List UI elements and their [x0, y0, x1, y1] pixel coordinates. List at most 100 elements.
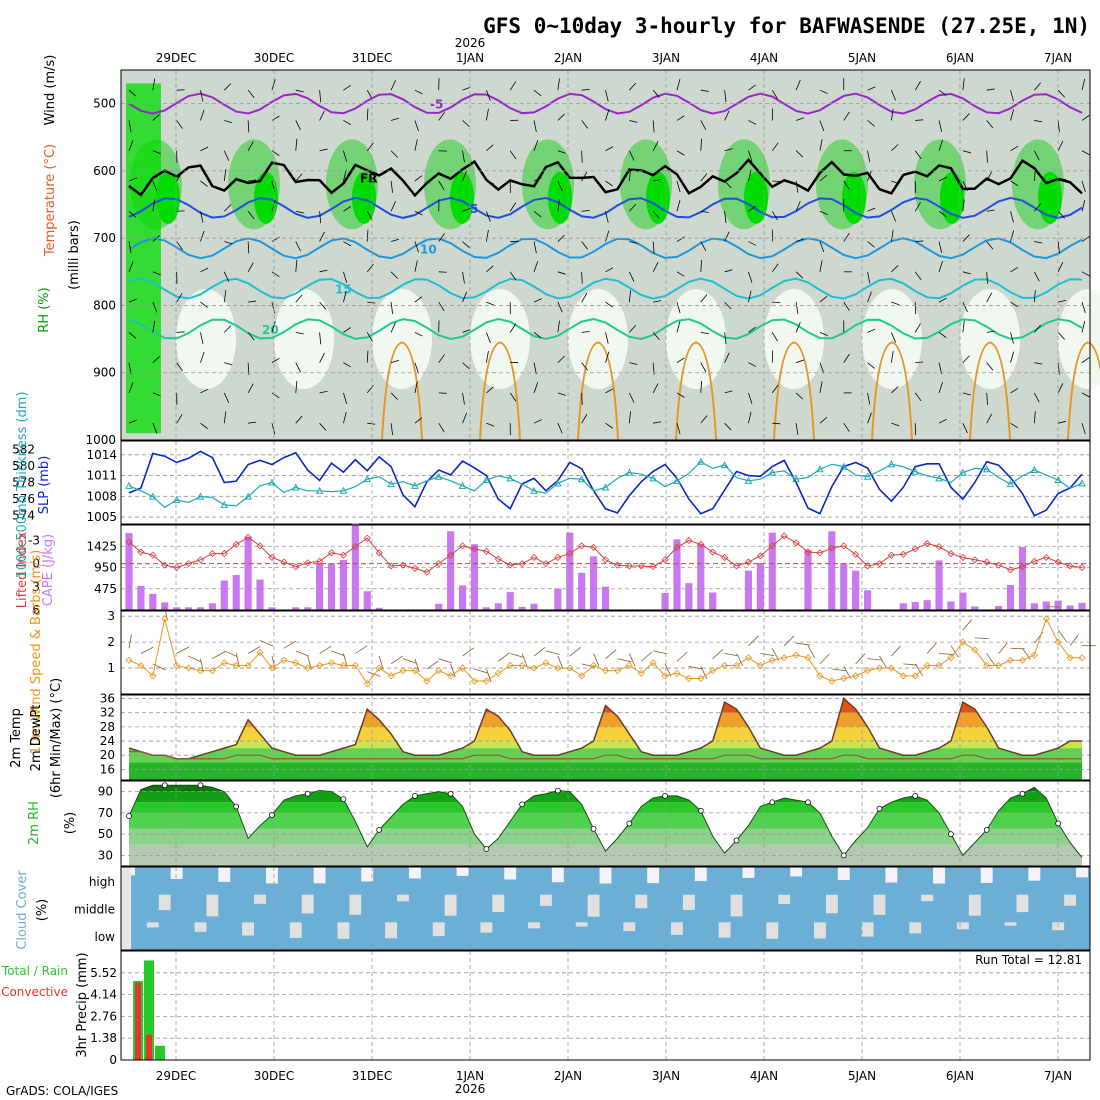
wind-barb [128, 210, 137, 218]
wind-barb [486, 265, 494, 273]
wind-barb [1034, 203, 1041, 212]
dewpoint-line [129, 751, 1082, 760]
cape-bar [196, 607, 205, 610]
rh-point [733, 837, 740, 844]
li-point [339, 551, 347, 559]
wind-barb [581, 210, 590, 212]
wind-barb [795, 322, 801, 333]
precip-convective-bar [135, 982, 141, 1060]
wind-barb [986, 392, 988, 405]
wind-barb [1010, 332, 1014, 344]
wind-barb-10m [819, 653, 830, 665]
cloud-gap [432, 922, 445, 937]
wind-barb [1081, 271, 1090, 277]
wind-barb [914, 323, 921, 333]
li-point [435, 560, 443, 568]
wind-barb [557, 271, 566, 275]
wind-speed-point [1054, 638, 1062, 646]
wind-barb [486, 211, 491, 222]
y-axis-label-temp: 2m Temp [9, 708, 24, 768]
wind-panel-frame [120, 610, 1091, 695]
wind-barb [366, 332, 373, 342]
wind-barb [533, 241, 537, 254]
cloud-gap [337, 922, 350, 939]
wind-barb-10m [831, 668, 846, 672]
wind-barb-10m [783, 635, 795, 646]
wind-barb [1033, 169, 1036, 182]
cape-bar [959, 592, 967, 610]
wind-barb [1010, 145, 1019, 152]
wind-barb [653, 300, 662, 303]
wind-barb [605, 332, 609, 344]
wind-barb-10m [498, 652, 510, 662]
wind-barb [200, 388, 209, 394]
temp-tick-label: 32 [100, 706, 115, 720]
wind-barb-10m [247, 646, 261, 654]
pressure-tick-label: 600 [93, 164, 116, 178]
rh-band [129, 812, 1082, 829]
warm-contour [577, 341, 619, 441]
rh-saturated-column [126, 83, 161, 434]
wind-barb [486, 144, 494, 152]
wind-speed-point [804, 654, 812, 662]
wind-barb [152, 301, 158, 313]
li-point [744, 558, 753, 566]
cloud-gap [242, 922, 255, 936]
wind-speed-point [173, 661, 181, 670]
wind-barb [915, 361, 924, 364]
precip-total-bar [144, 960, 154, 1060]
run-total-label: Run Total = 12.81 [975, 953, 1082, 967]
li-point [530, 553, 538, 562]
y-axis-label-cloud-units: (%) [35, 899, 50, 922]
wind-barb-10m [724, 653, 739, 657]
li-tick-label: -3 [28, 533, 40, 547]
y-axis-label-precip: 3hr Precip (mm) [75, 952, 90, 1057]
wind-barb [748, 362, 757, 367]
wind-speed-point [935, 661, 943, 670]
wind-barb-10m [914, 663, 923, 676]
cape-bar [768, 532, 776, 610]
wind-barb [867, 291, 872, 303]
wind-barb [343, 327, 351, 333]
wind-barb [438, 301, 445, 312]
li-point [327, 549, 336, 557]
wind-barb [1081, 150, 1090, 156]
wind-barb [700, 415, 708, 424]
wind-barb [247, 262, 254, 273]
rh-point [1055, 820, 1062, 827]
wind-barb-10m [557, 655, 564, 670]
wind-barb [152, 150, 161, 155]
wind-barb [652, 383, 659, 394]
wind-barb-10m [510, 653, 524, 658]
wind-barb [1081, 199, 1086, 212]
wind-speed-point [316, 661, 324, 670]
wind-barb [986, 88, 995, 91]
wind-barb [343, 271, 348, 283]
wind-barb [581, 171, 588, 182]
wind-barb [724, 148, 733, 152]
wind-barb-10m [259, 640, 274, 647]
thickness-point [601, 483, 610, 491]
wind-barb [247, 89, 255, 99]
cape-bar [220, 580, 228, 610]
wind-barb [557, 150, 566, 154]
wind-barb [295, 173, 303, 182]
temp-tick-label: 24 [100, 734, 115, 748]
rh-tick-label: 30 [98, 848, 113, 862]
cape-bar [852, 570, 860, 610]
rh-point [983, 827, 990, 833]
wind-barb [891, 211, 897, 222]
cape-bar [256, 579, 264, 610]
wind-barb-10m [212, 651, 225, 660]
slp-tick-label: 1008 [86, 489, 117, 503]
wind-barb [628, 150, 635, 161]
thickness-point [434, 472, 443, 480]
precip-tick-label: 4.14 [90, 988, 117, 1002]
wind-speed-point [220, 659, 228, 667]
rh-saturated-area [450, 171, 474, 224]
wind-speed-point [268, 664, 276, 672]
thickness-point [839, 462, 848, 470]
wind-barb [938, 418, 947, 424]
wind-barb [771, 384, 779, 394]
rh-dry-area [274, 289, 334, 390]
